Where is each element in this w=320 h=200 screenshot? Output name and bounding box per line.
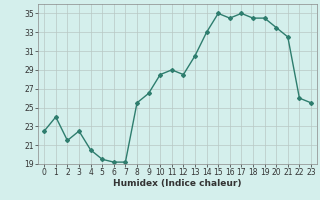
X-axis label: Humidex (Indice chaleur): Humidex (Indice chaleur) [113, 179, 242, 188]
